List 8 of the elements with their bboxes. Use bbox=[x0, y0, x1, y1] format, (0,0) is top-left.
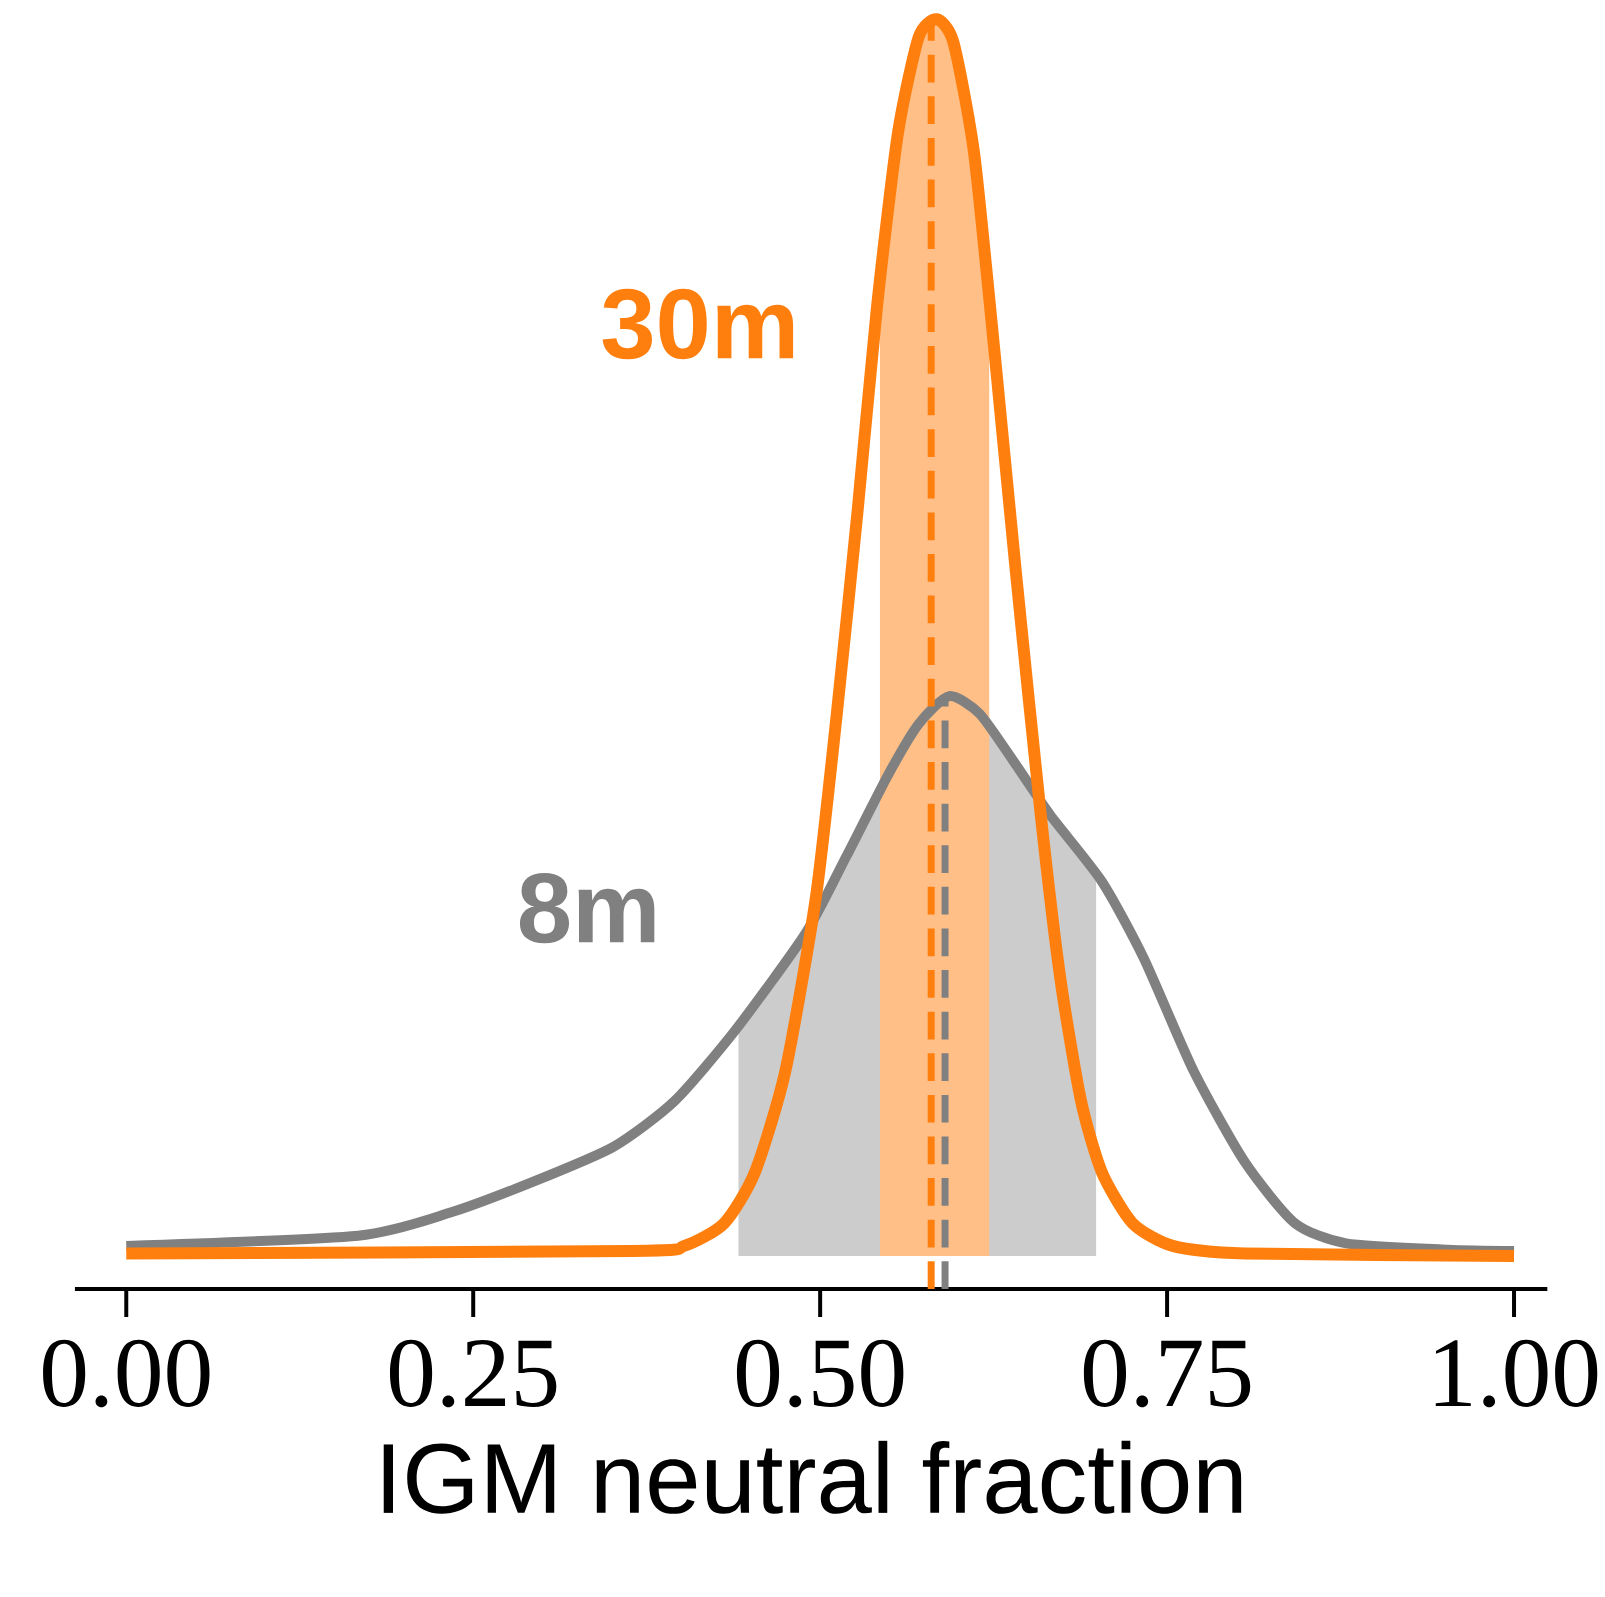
x-tick-label: 0.00 bbox=[43, 1339, 210, 1408]
x-tick-label: 0.75 bbox=[1083, 1339, 1251, 1408]
x-tick-label: 0.50 bbox=[736, 1339, 904, 1408]
x-tick-label: 0.25 bbox=[390, 1339, 557, 1408]
series-label: 8m bbox=[519, 872, 655, 944]
x-axis-title: IGM neutral fraction bbox=[383, 1440, 1242, 1514]
series-label: 30m bbox=[602, 288, 794, 360]
x-tick-label: 1.00 bbox=[1435, 1339, 1598, 1408]
